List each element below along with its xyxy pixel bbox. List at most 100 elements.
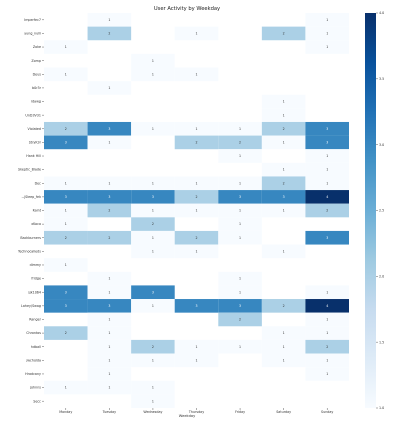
y-tick-label: jwcholda (25, 358, 41, 362)
cell-value-label: 1 (195, 249, 197, 253)
cell-value-label: 3 (326, 236, 328, 240)
heatmap-cell (87, 367, 132, 381)
heatmap-cell (174, 121, 219, 136)
heatmap-cell (261, 176, 306, 191)
cell-value-label: 1 (326, 18, 328, 22)
cell-value-label: 2 (283, 304, 285, 308)
cell-value-label: 1 (108, 140, 110, 144)
heatmap-cell (218, 121, 262, 136)
cell-value-label: 2 (239, 140, 241, 144)
cell-value-label: 2 (108, 236, 110, 240)
cell-value-label: 1 (239, 290, 241, 294)
cell-value-label: 3 (108, 195, 110, 199)
heatmap-cell (44, 299, 88, 313)
x-tick-label: Thursday (188, 410, 204, 414)
cell-value-label: 1 (152, 181, 154, 185)
heatmap-cell (131, 394, 175, 408)
heatmap-cell (44, 203, 88, 218)
cell-value-label: 1 (108, 345, 110, 349)
heatmap-cell (218, 312, 262, 327)
y-tick-label: Ranger (29, 318, 41, 322)
cell-value-label: 1 (195, 209, 197, 213)
colorbar-tick-label: 1.5 (379, 340, 384, 344)
cell-value-label: 1 (152, 209, 154, 213)
heatmap-cell (218, 339, 262, 354)
cell-value-label: 2 (108, 32, 110, 36)
heatmap-cell (131, 353, 175, 368)
cell-value-label: 1 (283, 331, 285, 335)
y-tick-label: Dec (35, 181, 42, 185)
heatmap-cell (174, 230, 219, 245)
row-labels: Imperfec7 yung_nulli Zoke Zomp Deus b0r3r rdaw… (17, 18, 44, 403)
y-tick-label: UnD3V31 (25, 113, 41, 117)
colorbar-ticks: 1.0 1.5 2.0 2.5 3.0 3.5 4.0 (376, 11, 384, 410)
colorbar-tick-label: 1.0 (379, 406, 384, 410)
heatmap-cell (174, 135, 219, 150)
heatmap-cell (305, 176, 349, 191)
x-tick-label: Friday (235, 410, 245, 414)
heatmap-cell (87, 13, 132, 27)
cell-value-label: 1 (108, 277, 110, 281)
y-tick-label: Backburners (20, 236, 41, 240)
heatmap-cells: 1 1 2 1 2 1 1 1 1 1 1 1 1 1 1 2 3 1 1 1 2 3 3 1 2 2 1 3 1 1 1 1 1 1 1 1 1 2 1 3… (44, 13, 349, 408)
heatmap-cell (305, 299, 349, 313)
cell-value-label: 3 (152, 195, 154, 199)
heatmap-cell (261, 244, 306, 259)
cell-value-label: 2 (283, 181, 285, 185)
heatmap-cell (44, 190, 88, 204)
cell-value-label: 3 (283, 195, 285, 199)
cell-value-label: 3 (326, 127, 328, 131)
cell-value-label: 2 (65, 236, 67, 240)
cell-value-label: 3 (65, 140, 67, 144)
cell-value-label: 2 (239, 318, 241, 322)
colorbar-tick-label: 4.0 (379, 11, 384, 15)
cell-value-label: 1 (239, 154, 241, 158)
cell-value-label: 1 (108, 181, 110, 185)
cell-value-label: 2 (195, 140, 197, 144)
y-tick-label: Deus (33, 72, 42, 76)
heatmap-cell (174, 176, 219, 191)
cell-value-label: 1 (239, 181, 241, 185)
heatmap-cell (87, 81, 132, 95)
heatmap-cell (131, 380, 175, 395)
heatmap-cell (218, 190, 262, 204)
heatmap-cell (131, 176, 175, 191)
y-tick-label: Secc (33, 399, 41, 403)
cell-value-label: 1 (152, 304, 154, 308)
heatmap-cell (174, 339, 219, 354)
cell-value-label: 2 (283, 32, 285, 36)
cell-value-label: 1 (65, 386, 67, 390)
cell-value-label: 3 (239, 195, 241, 199)
heatmap-cell (305, 312, 349, 327)
cell-value-label: 1 (108, 372, 110, 376)
heatmap-cell (131, 285, 175, 300)
cell-value-label: 1 (326, 181, 328, 185)
cell-value-label: 1 (239, 236, 241, 240)
heatmap-cell (261, 162, 306, 177)
heatmap-cell (87, 203, 132, 218)
cell-value-label: 1 (239, 277, 241, 281)
heatmap-cell (44, 121, 88, 136)
heatmap-cell (305, 162, 349, 177)
x-axis-label: Weekday (179, 414, 196, 418)
cell-value-label: 2 (195, 195, 197, 199)
cell-value-label: 1 (108, 86, 110, 90)
heatmap-cell (174, 67, 219, 82)
cell-value-label: 3 (152, 290, 154, 294)
cell-value-label: 3 (108, 304, 110, 308)
cell-value-label: 1 (326, 358, 328, 362)
heatmap-cell (87, 312, 132, 327)
heatmap-cell (174, 190, 219, 204)
cell-value-label: 1 (65, 181, 67, 185)
heatmap-cell (44, 40, 88, 54)
y-tick-label: Violated (28, 127, 41, 131)
cell-value-label: 1 (152, 249, 154, 253)
cell-value-label: 1 (65, 72, 67, 76)
cell-value-label: 1 (283, 358, 285, 362)
heatmap-cell (218, 217, 262, 231)
heatmap-cell (261, 135, 306, 150)
y-tick-label: Lahey/Swag (21, 304, 41, 308)
cell-value-label: 1 (152, 236, 154, 240)
cell-value-label: 1 (152, 72, 154, 76)
